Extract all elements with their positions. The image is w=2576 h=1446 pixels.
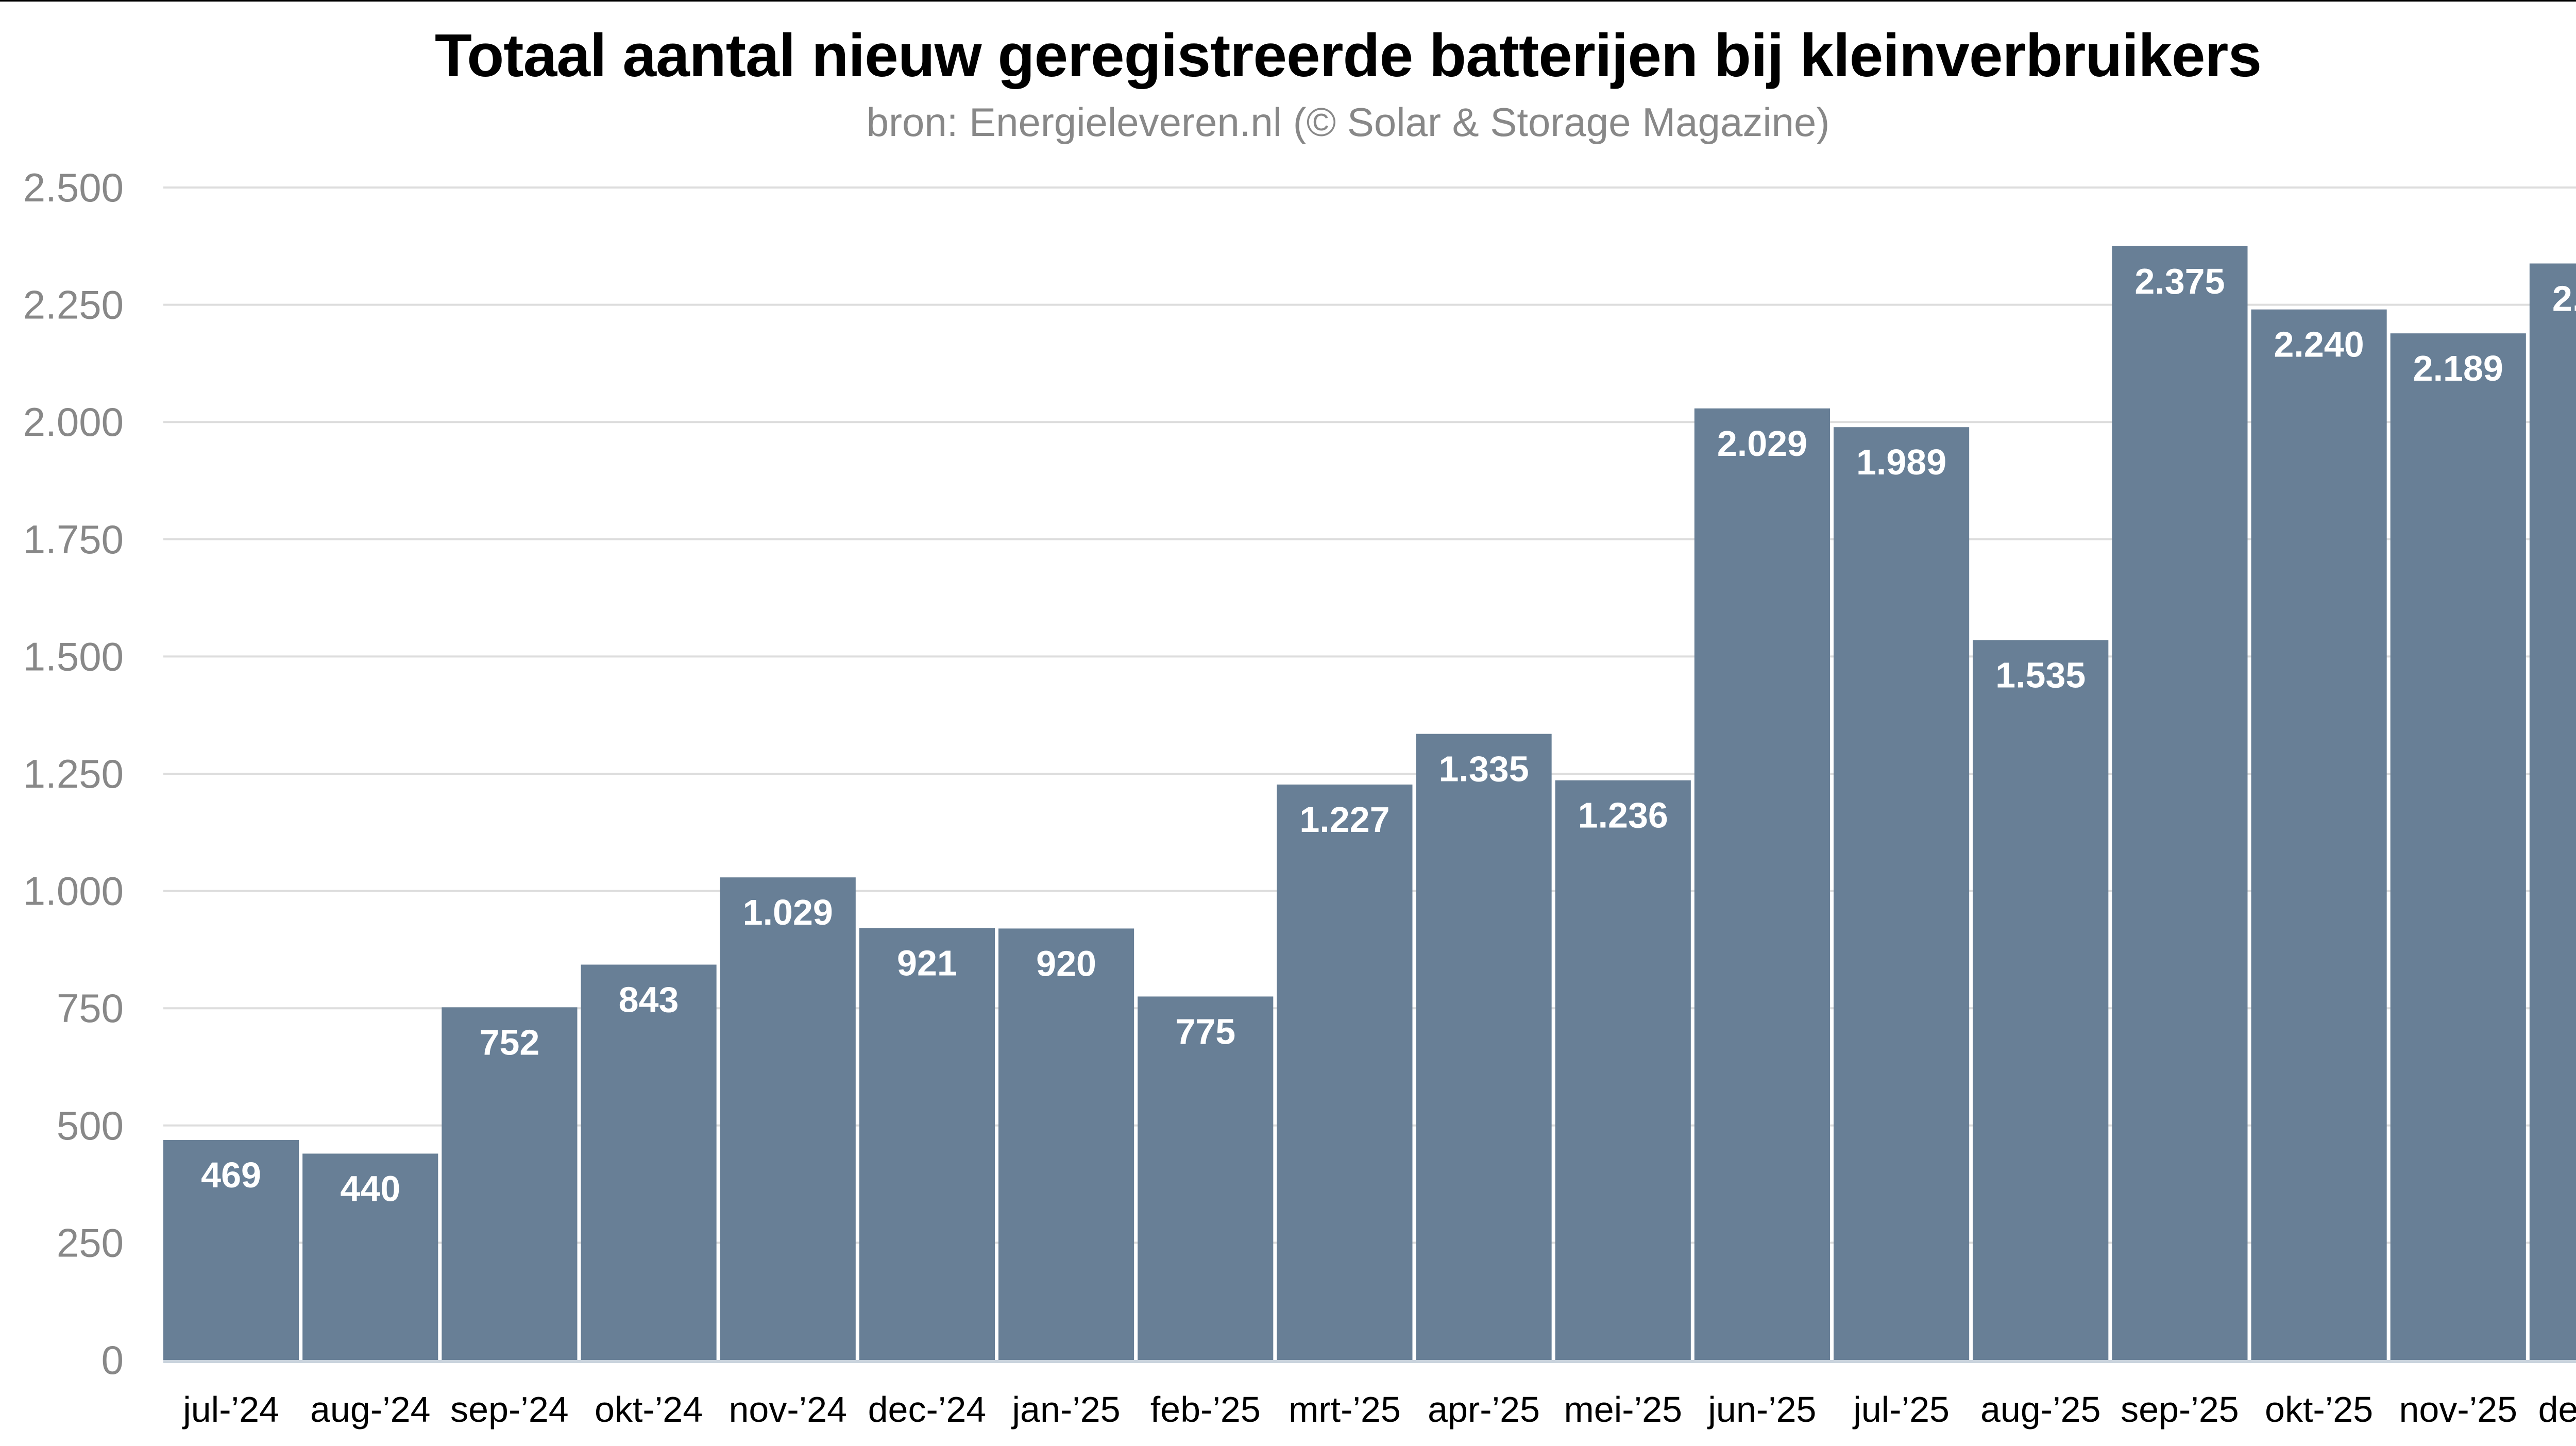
x-axis-ticks: jul-’24 aug-’24 sep-’24 okt-’24 nov-’24 dec-’… bbox=[182, 1389, 2576, 1430]
x-tick-label: okt-’25 bbox=[2265, 1389, 2373, 1430]
bar bbox=[1277, 784, 1413, 1360]
bar bbox=[1973, 640, 2109, 1360]
data-label: 843 bbox=[619, 980, 679, 1020]
y-tick-label: 2.250 bbox=[23, 282, 124, 328]
x-tick-label: aug-’25 bbox=[1980, 1389, 2101, 1430]
data-label: 921 bbox=[897, 943, 957, 983]
y-tick-label: 2.500 bbox=[23, 165, 124, 210]
data-labels: 469 440 752 843 1.029 921 920 775 1.227 1.335 1.23… bbox=[201, 261, 2576, 1209]
bar bbox=[163, 1140, 299, 1360]
y-tick-label: 1.500 bbox=[23, 634, 124, 679]
bar bbox=[859, 928, 995, 1360]
bar bbox=[581, 964, 717, 1360]
y-axis-ticks: 0 250 500 750 1.000 1.250 1.500 1.750 2.000 2.250… bbox=[23, 165, 124, 1383]
x-tick-label: nov-’24 bbox=[728, 1389, 847, 1430]
top-border bbox=[0, 0, 2576, 2]
x-tick-label: dec-’24 bbox=[868, 1389, 987, 1430]
bar bbox=[720, 877, 856, 1360]
x-tick-label: feb-’25 bbox=[1150, 1389, 1261, 1430]
x-tick-label: mei-’25 bbox=[1564, 1389, 1682, 1430]
y-tick-label: 0 bbox=[101, 1337, 124, 1383]
bar bbox=[1555, 780, 1691, 1360]
data-label: 1.335 bbox=[1438, 749, 1529, 789]
bar bbox=[1694, 408, 1830, 1360]
y-tick-label: 1.000 bbox=[23, 869, 124, 914]
bar bbox=[302, 1153, 438, 1360]
data-label: 1.535 bbox=[1995, 655, 2086, 695]
data-label: 920 bbox=[1036, 943, 1096, 983]
x-tick-label: jul-’24 bbox=[182, 1389, 279, 1430]
data-label: 1.029 bbox=[743, 892, 833, 932]
data-label: 2.375 bbox=[2134, 261, 2225, 301]
x-tick-label: dec-’25 bbox=[2538, 1389, 2576, 1430]
x-tick-label: apr-’25 bbox=[1428, 1389, 1540, 1430]
data-label: 2.240 bbox=[2274, 325, 2364, 365]
x-tick-label: sep-’25 bbox=[2121, 1389, 2239, 1430]
y-tick-label: 1.750 bbox=[23, 517, 124, 562]
bar bbox=[998, 928, 1134, 1360]
bar bbox=[2251, 309, 2387, 1360]
y-tick-label: 250 bbox=[57, 1220, 124, 1265]
bar bbox=[2112, 246, 2248, 1360]
data-label: 1.236 bbox=[1578, 795, 1668, 836]
x-tick-label: jun-’25 bbox=[1707, 1389, 1816, 1430]
data-label: 1.989 bbox=[1856, 442, 1946, 482]
x-tick-label: nov-’25 bbox=[2399, 1389, 2517, 1430]
bar bbox=[1416, 734, 1552, 1360]
x-tick-label: aug-’24 bbox=[310, 1389, 431, 1430]
data-label: 752 bbox=[480, 1022, 540, 1062]
bar bbox=[2529, 263, 2576, 1360]
data-label: 2.338 bbox=[2552, 278, 2576, 318]
bars bbox=[163, 246, 2576, 1360]
x-tick-label: okt-’24 bbox=[595, 1389, 703, 1430]
data-label: 2.029 bbox=[1717, 423, 1807, 464]
y-tick-label: 750 bbox=[57, 985, 124, 1031]
data-label: 469 bbox=[201, 1155, 261, 1195]
bar bbox=[2390, 333, 2526, 1360]
y-tick-label: 1.250 bbox=[23, 751, 124, 796]
x-tick-label: jan-’25 bbox=[1011, 1389, 1121, 1430]
x-tick-label: sep-’24 bbox=[450, 1389, 569, 1430]
bar bbox=[442, 1007, 578, 1360]
data-label: 775 bbox=[1175, 1011, 1235, 1051]
y-tick-label: 500 bbox=[57, 1103, 124, 1148]
data-label: 440 bbox=[340, 1168, 400, 1209]
y-tick-label: 2.000 bbox=[23, 399, 124, 445]
x-tick-label: jul-’25 bbox=[1852, 1389, 1950, 1430]
data-label: 2.189 bbox=[2413, 348, 2503, 388]
bar bbox=[1834, 427, 1970, 1360]
x-tick-label: mrt-’25 bbox=[1289, 1389, 1401, 1430]
data-label: 1.227 bbox=[1299, 799, 1389, 840]
chart-title: Totaal aantal nieuw geregistreerde batte… bbox=[434, 22, 2262, 90]
chart-subtitle: bron: Energieleveren.nl (© Solar & Stora… bbox=[866, 99, 1830, 145]
bar bbox=[1138, 996, 1274, 1360]
